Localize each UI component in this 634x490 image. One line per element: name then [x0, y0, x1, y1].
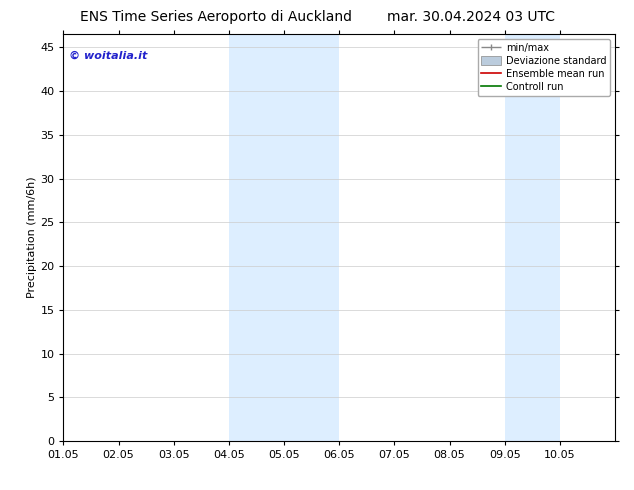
Text: ENS Time Series Aeroporto di Auckland        mar. 30.04.2024 03 UTC: ENS Time Series Aeroporto di Auckland ma… — [79, 10, 555, 24]
Bar — [284, 34, 339, 441]
Legend: min/max, Deviazione standard, Ensemble mean run, Controll run: min/max, Deviazione standard, Ensemble m… — [477, 39, 610, 96]
Bar — [229, 34, 284, 441]
Text: © woitalia.it: © woitalia.it — [69, 50, 147, 61]
Y-axis label: Precipitation (mm/6h): Precipitation (mm/6h) — [27, 177, 37, 298]
Bar — [505, 34, 560, 441]
